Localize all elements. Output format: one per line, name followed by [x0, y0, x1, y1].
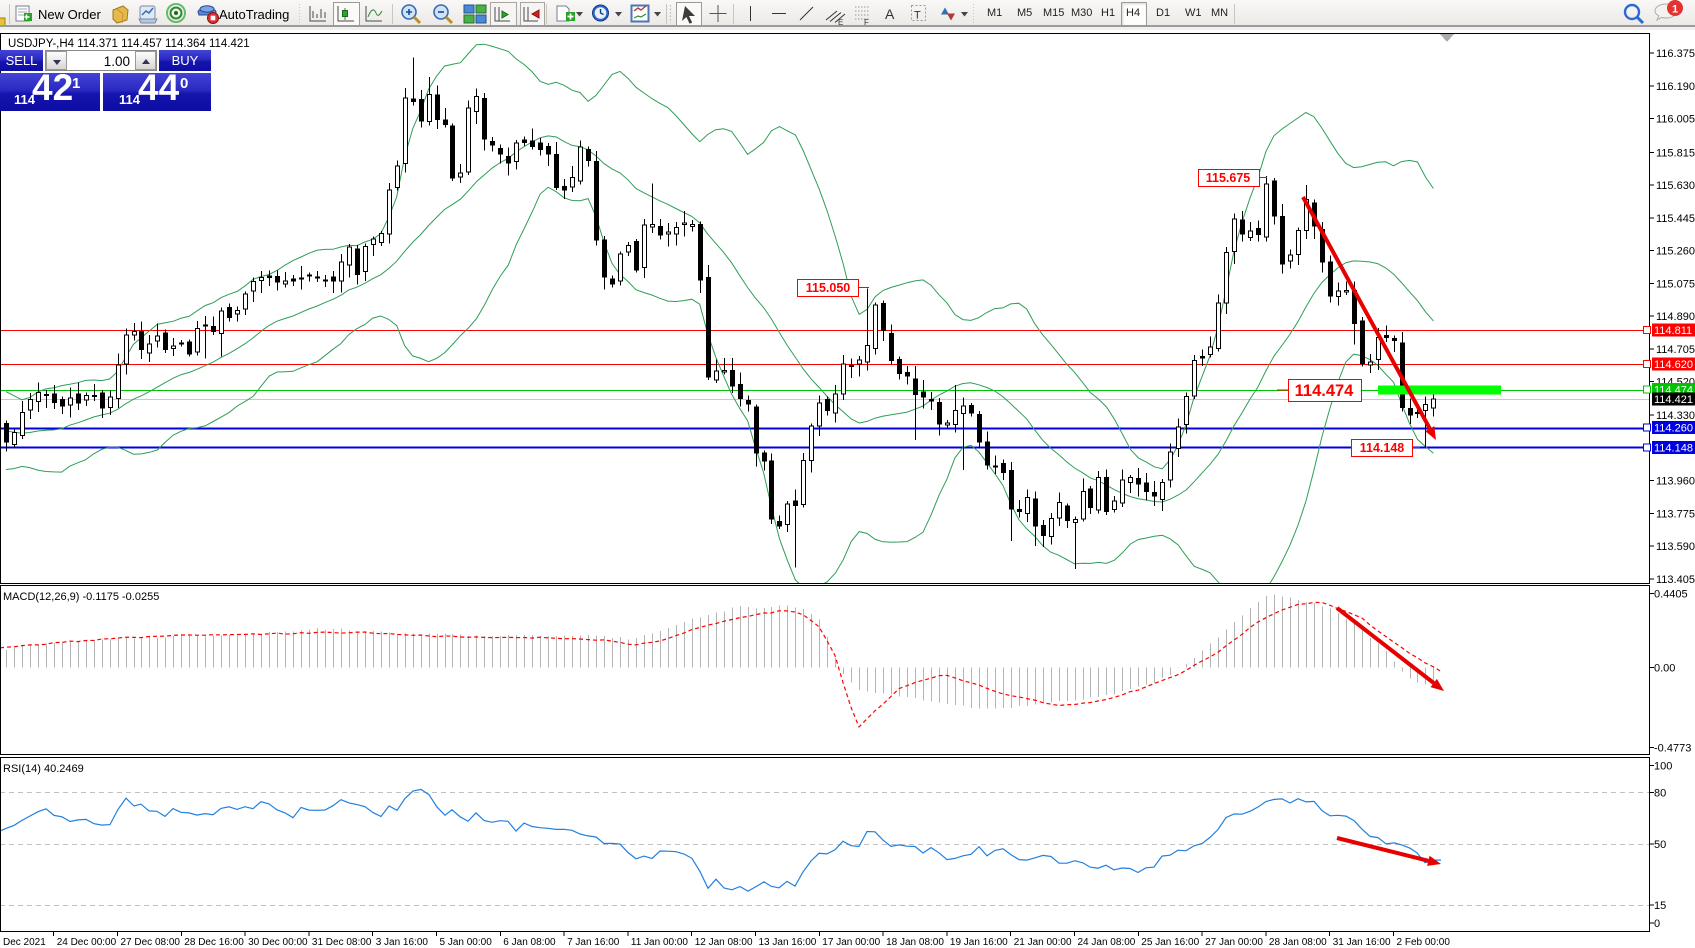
svg-text:115.815: 115.815	[1656, 147, 1695, 159]
svg-text:50: 50	[1654, 839, 1666, 851]
svg-text:11 Jan 00:00: 11 Jan 00:00	[631, 937, 689, 948]
svg-text:New Order: New Order	[38, 7, 102, 22]
svg-text:114.890: 114.890	[1656, 311, 1695, 323]
svg-text:6 Jan 08:00: 6 Jan 08:00	[503, 937, 556, 948]
svg-text:114.421: 114.421	[1654, 394, 1693, 406]
svg-text:115.630: 115.630	[1656, 180, 1695, 192]
svg-text:AutoTrading: AutoTrading	[219, 7, 289, 22]
svg-text:24 Jan 08:00: 24 Jan 08:00	[1078, 937, 1136, 948]
svg-text:21 Jan 00:00: 21 Jan 00:00	[1014, 937, 1072, 948]
svg-text:27 Jan 00:00: 27 Jan 00:00	[1205, 937, 1263, 948]
svg-text:0: 0	[1654, 918, 1660, 930]
svg-text:17 Jan 00:00: 17 Jan 00:00	[822, 937, 880, 948]
svg-text:115.445: 115.445	[1656, 213, 1695, 225]
svg-text:0.00: 0.00	[1654, 663, 1675, 675]
svg-text:18 Jan 08:00: 18 Jan 08:00	[886, 937, 944, 948]
svg-text:5 Jan 00:00: 5 Jan 00:00	[440, 937, 493, 948]
svg-text:114.330: 114.330	[1656, 410, 1695, 422]
svg-text:113.590: 113.590	[1656, 541, 1695, 553]
svg-text:114.811: 114.811	[1654, 325, 1692, 337]
svg-text:25 Jan 16:00: 25 Jan 16:00	[1141, 937, 1199, 948]
svg-text:27 Dec 08:00: 27 Dec 08:00	[121, 937, 181, 948]
svg-text:7 Jan 16:00: 7 Jan 16:00	[567, 937, 620, 948]
svg-text:Dec 2021: Dec 2021	[3, 937, 46, 948]
svg-text:114.620: 114.620	[1654, 359, 1693, 371]
svg-text:113.960: 113.960	[1656, 476, 1695, 488]
svg-text:115.075: 115.075	[1656, 278, 1695, 290]
svg-text:RSI(14) 40.2469: RSI(14) 40.2469	[3, 763, 84, 775]
svg-text:116.375: 116.375	[1656, 48, 1695, 60]
svg-text:31 Jan 16:00: 31 Jan 16:00	[1333, 937, 1391, 948]
svg-text:F: F	[864, 18, 869, 27]
svg-text:100: 100	[1654, 761, 1672, 773]
svg-text:28 Jan 08:00: 28 Jan 08:00	[1269, 937, 1327, 948]
svg-text:3 Jan 16:00: 3 Jan 16:00	[376, 937, 429, 948]
svg-text:30 Dec 00:00: 30 Dec 00:00	[248, 937, 308, 948]
svg-text:114.260: 114.260	[1654, 423, 1693, 435]
svg-text:115.050: 115.050	[806, 281, 851, 295]
svg-text:114.148: 114.148	[1654, 442, 1693, 454]
svg-text:MACD(12,26,9) -0.1175 -0.0255: MACD(12,26,9) -0.1175 -0.0255	[3, 591, 159, 603]
svg-text:28 Dec 16:00: 28 Dec 16:00	[184, 937, 244, 948]
svg-text:114.148: 114.148	[1360, 441, 1405, 455]
svg-text:2 Feb 00:00: 2 Feb 00:00	[1397, 937, 1451, 948]
svg-text:1: 1	[1672, 4, 1678, 16]
svg-text:116.190: 116.190	[1656, 81, 1695, 93]
svg-text:114.705: 114.705	[1656, 344, 1695, 356]
svg-text:19 Jan 16:00: 19 Jan 16:00	[950, 937, 1008, 948]
svg-text:24 Dec 00:00: 24 Dec 00:00	[57, 937, 117, 948]
svg-text:15: 15	[1654, 900, 1666, 912]
svg-text:116.005: 116.005	[1656, 114, 1695, 126]
svg-text:115.675: 115.675	[1206, 171, 1251, 185]
svg-text:31 Dec 08:00: 31 Dec 08:00	[312, 937, 372, 948]
svg-text:114.474: 114.474	[1295, 382, 1355, 400]
svg-text:12 Jan 08:00: 12 Jan 08:00	[695, 937, 753, 948]
svg-text:T: T	[914, 10, 921, 22]
svg-text:0.4405: 0.4405	[1654, 589, 1688, 601]
svg-text:80: 80	[1654, 787, 1666, 799]
svg-text:13 Jan 16:00: 13 Jan 16:00	[759, 937, 817, 948]
svg-text:115.260: 115.260	[1656, 246, 1695, 258]
svg-text:113.405: 113.405	[1656, 574, 1695, 586]
svg-text:E: E	[838, 18, 843, 27]
svg-text:USDJPY-,H4 114.371 114.457 11: USDJPY-,H4 114.371 114.457 114.364 114.4…	[8, 38, 250, 50]
svg-text:A: A	[885, 6, 895, 22]
svg-text:-0.4773: -0.4773	[1654, 743, 1691, 755]
svg-text:113.775: 113.775	[1656, 508, 1695, 520]
